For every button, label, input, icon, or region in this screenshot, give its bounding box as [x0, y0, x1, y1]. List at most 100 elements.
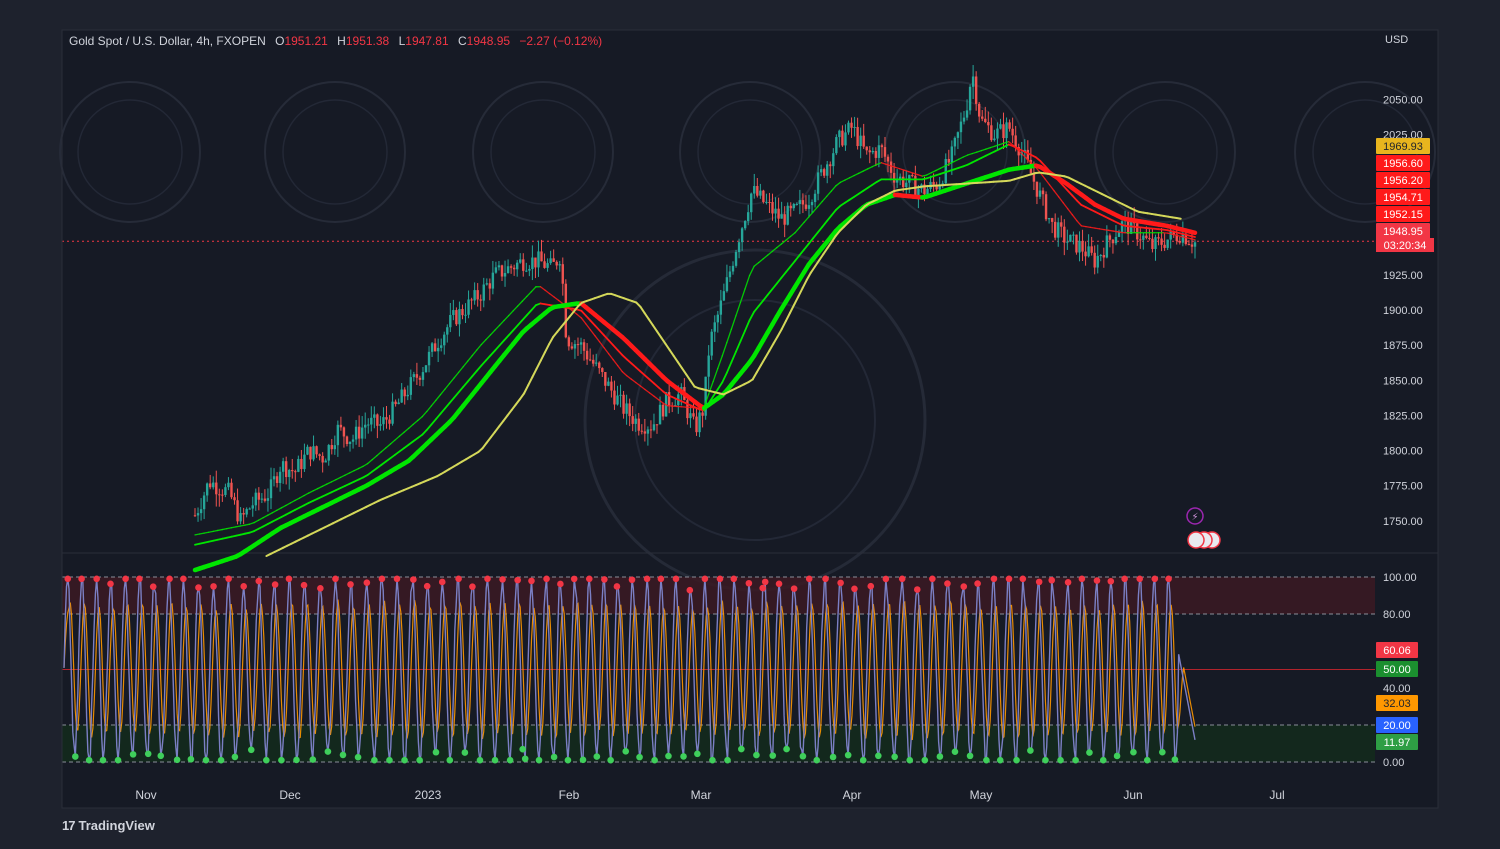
candle-body: [300, 459, 302, 469]
candle-body: [726, 277, 728, 291]
osc-overbought-dot: [557, 581, 564, 588]
candle-body: [543, 261, 545, 268]
osc-oversold-dot: [680, 753, 687, 760]
candle-body: [1087, 246, 1089, 256]
candle-body: [601, 368, 603, 372]
candle-body: [872, 151, 874, 152]
ma-fast-segment: [1086, 227, 1091, 228]
candle-body: [990, 125, 992, 140]
candle-body: [926, 189, 928, 194]
osc-oversold-dot: [636, 754, 643, 761]
candle-body: [394, 402, 396, 404]
candle-body: [1097, 256, 1099, 268]
x-tick-label: Apr: [843, 788, 862, 802]
candle-body: [707, 356, 709, 377]
candle-body: [999, 124, 1001, 128]
lightning-glyph: ⚡: [1191, 512, 1198, 523]
osc-overbought-dot: [673, 576, 680, 583]
candle-body: [805, 204, 807, 208]
high-label: H: [337, 34, 346, 48]
osc-overbought-dot: [107, 581, 114, 588]
osc-oversold-dot: [738, 746, 745, 753]
us-flag-event-icon: [1188, 532, 1204, 548]
candle-body: [1066, 242, 1068, 243]
osc-oversold-dot: [263, 757, 270, 764]
osc-overbought-dot: [746, 580, 753, 587]
price-marker-label: 1954.71: [1383, 192, 1423, 204]
ma-slow-segment: [1177, 218, 1181, 219]
candle-body: [264, 499, 266, 501]
candle-body: [470, 299, 472, 300]
osc-overbought-dot: [762, 579, 769, 586]
osc-overbought-dot: [1165, 576, 1172, 583]
osc-oversold-dot: [622, 748, 629, 755]
candle-body: [1057, 222, 1059, 237]
candle-body: [1090, 246, 1092, 252]
candle-body: [802, 200, 804, 204]
candle-body: [562, 264, 564, 284]
price-tick-label: 1850.00: [1383, 375, 1423, 387]
candle-body: [866, 147, 868, 151]
osc-oversold-dot: [174, 757, 181, 764]
symbol-legend[interactable]: Gold Spot / U.S. Dollar, 4h, FXOPEN O195…: [69, 34, 602, 48]
candle-body: [823, 169, 825, 176]
oscillator-pane[interactable]: [62, 576, 1375, 764]
ma-fast-segment: [1100, 229, 1105, 230]
candle-body: [932, 182, 934, 185]
osc-oversold-dot: [967, 753, 974, 760]
osc-oversold-dot: [769, 752, 776, 759]
candle-body: [604, 372, 606, 386]
countdown-label: 03:20:34: [1384, 240, 1427, 252]
candle-body: [473, 290, 475, 300]
candle-body: [628, 403, 630, 416]
osc-oversold-dot: [1159, 749, 1166, 756]
candle-body: [525, 271, 527, 272]
osc-overbought-dot: [528, 578, 535, 585]
candle-body: [799, 200, 801, 204]
osc-oversold-dot: [401, 757, 408, 764]
candle-body: [483, 285, 485, 301]
candle-body: [838, 131, 840, 137]
osc-oversold-dot: [157, 753, 164, 760]
osc-overbought-dot: [1121, 576, 1128, 583]
candle-body: [890, 161, 892, 172]
candle-body: [647, 429, 649, 433]
osc-marker-label: 60.06: [1383, 645, 1411, 657]
candle-body: [644, 431, 646, 433]
osc-overbought-dot: [1065, 579, 1072, 586]
candle-body: [1048, 218, 1050, 219]
candle-body: [619, 395, 621, 396]
osc-oversold-dot: [753, 752, 760, 759]
candle-body: [741, 228, 743, 242]
candle-body: [510, 266, 512, 267]
ma-fast-segment: [227, 528, 232, 529]
candle-body: [291, 470, 293, 471]
osc-overbought-dot: [543, 576, 550, 583]
candle-body: [379, 424, 381, 426]
candle-body: [571, 346, 573, 348]
price-marker-label: 1956.20: [1383, 175, 1423, 187]
candle-body: [583, 342, 585, 351]
candle-body: [443, 335, 445, 346]
candle-body: [385, 417, 387, 419]
candle-body: [340, 425, 342, 428]
candle-body: [1115, 237, 1117, 243]
osc-overbought-dot: [469, 583, 476, 590]
ma-fast-segment: [231, 527, 236, 528]
osc-overbought-dot: [776, 581, 783, 588]
candle-body: [747, 212, 749, 221]
candle-body: [638, 419, 640, 431]
osc-overbought-dot: [944, 580, 951, 587]
candle-body: [1063, 227, 1065, 243]
candle-body: [796, 204, 798, 205]
candle-body: [631, 416, 633, 424]
candle-body: [315, 446, 317, 454]
candle-body: [1191, 245, 1193, 247]
candle-body: [513, 268, 515, 270]
candle-body: [969, 87, 971, 111]
candle-body: [996, 129, 998, 139]
osc-overbought-dot: [822, 576, 829, 583]
osc-oversold-dot: [462, 749, 469, 756]
